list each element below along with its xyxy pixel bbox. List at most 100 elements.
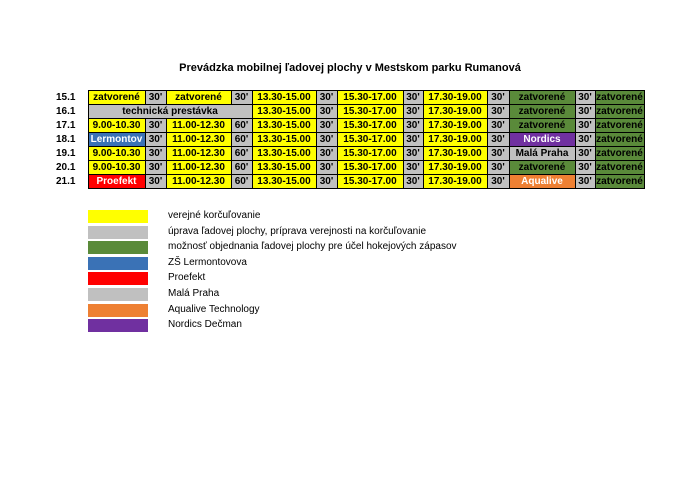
schedule-cell: technická prestávka <box>87 104 253 119</box>
table-row: 18.1 Lermontov 30' 11.00-12.30 60' 13.30-15.0… <box>54 132 645 147</box>
schedule-cell: 30' <box>315 118 338 133</box>
schedule-cell: Lermontov <box>87 132 146 147</box>
schedule-cell: 13.30-15.00 <box>251 146 317 161</box>
schedule-cell: 9.00-10.30 <box>87 118 146 133</box>
legend-label: Nordics Dečman <box>168 319 242 331</box>
schedule-cell: 30' <box>315 104 338 119</box>
schedule-cell: 30' <box>402 132 424 147</box>
schedule-cell: 30' <box>230 90 253 105</box>
legend-label: Aqualive Technology <box>168 303 260 315</box>
schedule-cell: 15.30-17.00 <box>336 146 404 161</box>
schedule-cell: 30' <box>402 90 424 105</box>
schedule-cell: 17.30-19.00 <box>422 132 488 147</box>
schedule-cell: 30' <box>144 90 167 105</box>
legend-swatch <box>88 241 148 255</box>
schedule-cell: 15.30-17.00 <box>336 104 404 119</box>
schedule-cell: 15.30-17.00 <box>336 118 404 133</box>
schedule-cell: 30' <box>402 104 424 119</box>
schedule-cell: 30' <box>144 146 167 161</box>
schedule-cell: zatvorené <box>508 104 576 119</box>
schedule-cell: 15.30-17.00 <box>336 132 404 147</box>
schedule-cell: 30' <box>486 90 510 105</box>
schedule-cell: 17.30-19.00 <box>422 104 488 119</box>
day-label: 20.1 <box>56 161 76 173</box>
schedule-cell: 11.00-12.30 <box>165 160 232 175</box>
schedule-table: 15.1 zatvorené 30' zatvorené 30' 13.30-15.00 3… <box>54 90 645 189</box>
schedule-cell: zatvorené <box>165 90 232 105</box>
day-label: 21.1 <box>56 175 76 187</box>
schedule-cell: 60' <box>230 132 253 147</box>
legend-label: Malá Praha <box>168 287 220 299</box>
table-row: 19.1 9.00-10.30 30' 11.00-12.30 60' 13.30-15.… <box>54 146 645 161</box>
schedule-cell: zatvorené <box>508 160 576 175</box>
schedule-cell: 17.30-19.00 <box>422 118 488 133</box>
schedule-cell: 13.30-15.00 <box>251 174 317 189</box>
schedule-cell: 11.00-12.30 <box>165 146 232 161</box>
schedule-cell: zatvorené <box>594 118 645 133</box>
schedule-cell: zatvorené <box>508 90 576 105</box>
day-label: 15.1 <box>56 91 76 103</box>
schedule-cell: 30' <box>486 174 510 189</box>
schedule-cell: zatvorené <box>594 146 645 161</box>
legend-label: možnosť objednania ľadovej plochy pre úč… <box>168 241 457 253</box>
schedule-cell: 13.30-15.00 <box>251 118 317 133</box>
schedule-cell: 17.30-19.00 <box>422 174 488 189</box>
legend-label: verejné korčuľovanie <box>168 210 261 221</box>
schedule-cell: 30' <box>402 118 424 133</box>
schedule-cell: 30' <box>315 146 338 161</box>
schedule-cell: Malá Praha <box>508 146 576 161</box>
schedule-cell: 30' <box>574 174 596 189</box>
legend-swatch <box>88 287 148 301</box>
schedule-cell: 13.30-15.00 <box>251 160 317 175</box>
schedule-cell: zatvorené <box>594 132 645 147</box>
table-row: 17.1 9.00-10.30 30' 11.00-12.30 60' 13.30-15.… <box>54 118 645 133</box>
table-row: 20.1 9.00-10.30 30' 11.00-12.30 60' 13.30-15.… <box>54 160 645 175</box>
schedule-cell: 60' <box>230 118 253 133</box>
schedule-cell: 17.30-19.00 <box>422 146 488 161</box>
schedule-cell: 30' <box>144 132 167 147</box>
schedule-cell: 30' <box>315 160 338 175</box>
day-label: 16.1 <box>56 105 76 117</box>
schedule-cell: 30' <box>315 90 338 105</box>
schedule-cell: 30' <box>486 104 510 119</box>
schedule-cell: 30' <box>315 174 338 189</box>
schedule-cell: zatvorené <box>594 104 645 119</box>
schedule-cell: Aqualive <box>508 174 576 189</box>
schedule-cell: 30' <box>574 104 596 119</box>
schedule-cell: 9.00-10.30 <box>87 160 146 175</box>
schedule-cell: 13.30-15.00 <box>251 104 317 119</box>
schedule-cell: 11.00-12.30 <box>165 132 232 147</box>
legend-label: ZŠ Lermontovova <box>168 256 247 268</box>
schedule-cell: zatvorené <box>594 160 645 175</box>
day-label: 17.1 <box>56 119 76 131</box>
schedule-cell: 15.30-17.00 <box>336 160 404 175</box>
schedule-cell: 30' <box>574 160 596 175</box>
schedule-cell: 17.30-19.00 <box>422 90 488 105</box>
schedule-cell: 30' <box>574 90 596 105</box>
table-row: 21.1 Proefekt 30' 11.00-12.30 60' 13.30-15.00… <box>54 174 645 189</box>
schedule-cell: 30' <box>486 146 510 161</box>
schedule-cell: 30' <box>574 118 596 133</box>
schedule-cell: 30' <box>402 146 424 161</box>
schedule-cell: Proefekt <box>87 174 146 189</box>
legend-label: Proefekt <box>168 272 206 284</box>
legend-swatch <box>88 272 148 286</box>
day-label: 18.1 <box>56 133 76 145</box>
schedule-cell: 11.00-12.30 <box>165 118 232 133</box>
schedule-cell: 30' <box>144 160 167 175</box>
schedule-cell: zatvorené <box>508 118 576 133</box>
schedule-cell: 60' <box>230 174 253 189</box>
schedule-cell: zatvorené <box>594 90 645 105</box>
schedule-cell: zatvorené <box>594 174 645 189</box>
schedule-cell: 30' <box>402 174 424 189</box>
legend-swatch <box>88 303 148 317</box>
legend-swatch <box>88 256 148 270</box>
legend-swatch <box>88 319 148 333</box>
schedule-cell: 15.30-17.00 <box>336 90 404 105</box>
page-title: Prevádzka mobilnej ľadovej plochy v Mest… <box>179 62 521 74</box>
schedule-cell: 30' <box>486 132 510 147</box>
schedule-cell: 30' <box>486 118 510 133</box>
schedule-cell: 30' <box>574 132 596 147</box>
day-label: 19.1 <box>56 147 76 159</box>
schedule-cell: 15.30-17.00 <box>336 174 404 189</box>
